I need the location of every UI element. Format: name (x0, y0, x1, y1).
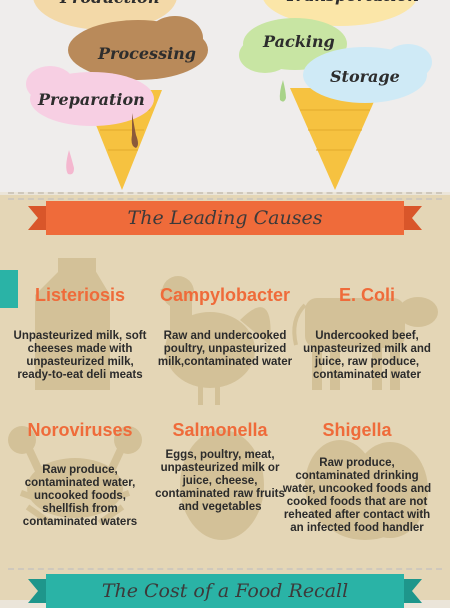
pink-drip (66, 150, 74, 175)
cause-e-coli: E. Coli Undercooked beef, unpasteurized … (292, 285, 442, 415)
cause-description: Undercooked beef, unpasteurized milk and… (303, 330, 431, 381)
leading-causes-title: The Leading Causes (127, 207, 323, 229)
cause-description: Raw produce, contaminated water, uncooke… (22, 464, 138, 528)
cause-silhouettes (8, 258, 438, 540)
cause-title: Shigella (322, 420, 392, 440)
ribbon-band: The Leading Causes (46, 201, 404, 235)
cause-title: Salmonella (172, 420, 268, 440)
cause-campylobacter: Campylobacter Raw and undercooked poultr… (150, 285, 300, 415)
cow-icon (292, 297, 438, 390)
cause-salmonella: Salmonella Eggs, poultry, meat, unpasteu… (145, 420, 295, 560)
right-cone (290, 88, 380, 190)
cause-title: E. Coli (338, 285, 395, 305)
cause-description: Raw and undercooked poultry, unpasteuriz… (157, 330, 293, 368)
section-divider-inner (8, 198, 442, 200)
cone-label-packing: Packing (263, 32, 335, 51)
cone-label-processing: Processing (98, 44, 196, 63)
cause-title: Listeriosis (34, 285, 126, 305)
cone-label-transportation: Transportation (285, 0, 419, 5)
cone-label-preparation: Preparation (38, 90, 145, 109)
supply-chain-cones-section: Production Processing Preparation Transp… (0, 0, 450, 192)
cone-label-storage: Storage (330, 67, 400, 86)
cause-description: Unpasteurized milk, soft cheeses made wi… (13, 330, 147, 381)
cause-title: Campylobacter (159, 285, 291, 305)
crab-icon (8, 426, 142, 526)
recall-ribbon: The Cost of a Food Recall (28, 574, 422, 608)
ice-cream-cones-illustration (26, 0, 432, 190)
cone-label-production: Production (60, 0, 159, 7)
chocolate-drip (131, 113, 138, 148)
egg-icon (180, 430, 264, 540)
cause-title: Noroviruses (27, 420, 133, 440)
cause-description: Raw produce, contaminated drinking water… (282, 457, 432, 534)
green-drip (279, 80, 286, 102)
cause-shigella: Shigella Raw produce, contaminated drink… (282, 420, 432, 560)
cause-listeriosis: Listeriosis Unpasteurized milk, soft che… (5, 285, 155, 415)
section-divider-top (8, 192, 442, 194)
milk-carton-icon (35, 258, 110, 390)
section-divider-bottom (8, 568, 442, 570)
recall-title: The Cost of a Food Recall (101, 580, 349, 602)
leafy-greens-icon (305, 440, 428, 540)
leading-causes-ribbon: The Leading Causes (28, 201, 422, 235)
ribbon-band: The Cost of a Food Recall (46, 574, 404, 608)
cause-noroviruses: Noroviruses Raw produce, contaminated wa… (5, 420, 155, 560)
rooster-icon (160, 276, 271, 405)
cause-description: Eggs, poultry, meat, unpasteurized milk … (155, 449, 285, 513)
side-tab (0, 270, 18, 308)
